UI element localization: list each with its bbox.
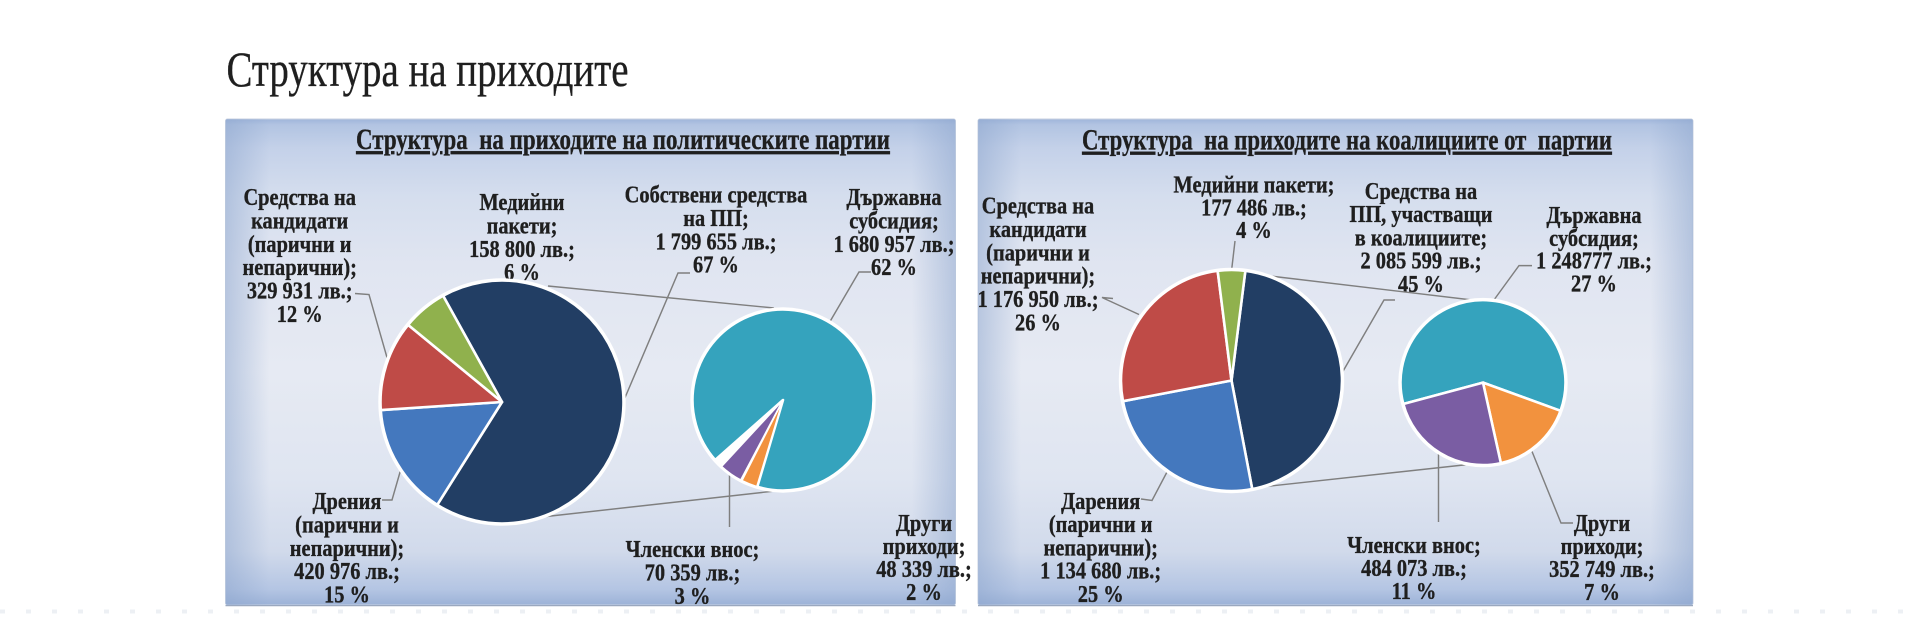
svg-text:Държавна: Държавна: [846, 183, 941, 210]
svg-text:Членски внос;: Членски внос;: [1347, 531, 1481, 558]
svg-text:приходи;: приходи;: [1561, 532, 1644, 559]
svg-text:Други: Други: [1574, 509, 1630, 536]
svg-text:420 976 лв.;: 420 976 лв.;: [294, 558, 400, 585]
svg-text:Членски внос;: Членски внос;: [626, 535, 760, 562]
svg-text:непарични);: непарични);: [290, 534, 404, 561]
svg-text:(парични и: (парични и: [986, 239, 1090, 266]
svg-text:Медийни: Медийни: [479, 188, 564, 215]
svg-text:62 %: 62 %: [871, 254, 917, 281]
svg-text:26 %: 26 %: [1015, 309, 1061, 336]
svg-text:(парични и: (парични и: [1049, 511, 1153, 538]
svg-text:пакети;: пакети;: [487, 212, 558, 239]
svg-text:Структура на приходите на коа: Структура на приходите на коалициите от …: [1082, 124, 1612, 157]
svg-text:в коалициите;: в коалициите;: [1355, 224, 1487, 251]
svg-text:Дарения: Дарения: [1061, 487, 1140, 514]
svg-text:11 %: 11 %: [1392, 577, 1437, 604]
svg-text:1 799 655 лв.;: 1 799 655 лв.;: [655, 228, 776, 255]
svg-text:67 %: 67 %: [693, 251, 739, 278]
svg-text:Структура на приходите на пол: Структура на приходите на политическите …: [356, 123, 890, 156]
svg-text:1 134 680 лв.;: 1 134 680 лв.;: [1040, 557, 1161, 584]
svg-text:329 931 лв.;: 329 931 лв.;: [247, 277, 353, 304]
svg-text:(парични и: (парични и: [295, 511, 399, 538]
svg-text:приходи;: приходи;: [883, 532, 966, 559]
svg-text:непарични);: непарични);: [981, 262, 1095, 289]
svg-text:2 %: 2 %: [906, 578, 942, 605]
svg-text:27 %: 27 %: [1571, 270, 1617, 297]
svg-text:12 %: 12 %: [277, 300, 323, 327]
svg-text:2 085 599 лв.;: 2 085 599 лв.;: [1360, 247, 1481, 274]
svg-text:1 680 957 лв.;: 1 680 957 лв.;: [833, 230, 954, 257]
svg-text:177 486 лв.;: 177 486 лв.;: [1201, 194, 1307, 221]
svg-text:Средства на: Средства на: [1365, 177, 1477, 204]
svg-text:70 359 лв.;: 70 359 лв.;: [645, 559, 741, 586]
svg-text:352 749 лв.;: 352 749 лв.;: [1549, 555, 1655, 582]
svg-text:1 248777 лв.;: 1 248777 лв.;: [1536, 247, 1652, 274]
svg-text:4 %: 4 %: [1236, 217, 1272, 244]
svg-text:на ПП;: на ПП;: [683, 204, 749, 231]
svg-text:Структура на приходите: Структура на приходите: [226, 43, 628, 98]
svg-text:(парични и: (парични и: [248, 230, 352, 257]
svg-text:субсидия;: субсидия;: [849, 207, 939, 234]
svg-text:15 %: 15 %: [324, 581, 370, 608]
svg-text:кандидати: кандидати: [989, 215, 1086, 242]
svg-text:484 073 лв.;: 484 073 лв.;: [1361, 554, 1467, 581]
svg-text:3 %: 3 %: [675, 582, 711, 609]
svg-text:Медийни пакети;: Медийни пакети;: [1174, 171, 1335, 198]
svg-text:субсидия;: субсидия;: [1549, 224, 1639, 251]
svg-text:1 176 950 лв.;: 1 176 950 лв.;: [977, 286, 1098, 313]
svg-text:45 %: 45 %: [1398, 270, 1444, 297]
svg-text:Средства на: Средства на: [982, 192, 1094, 219]
svg-text:Собствени средства: Собствени средства: [625, 181, 808, 208]
svg-text:25 %: 25 %: [1078, 580, 1124, 607]
svg-text:Дрения: Дрения: [313, 487, 382, 514]
svg-text:158 800 лв.;: 158 800 лв.;: [469, 235, 575, 262]
svg-text:48 339 лв.;: 48 339 лв.;: [876, 555, 972, 582]
svg-text:ПП, участващи: ПП, участващи: [1349, 201, 1492, 228]
svg-text:Други: Други: [896, 509, 952, 536]
svg-text:непарични);: непарични);: [1043, 534, 1157, 561]
svg-text:Средства на: Средства на: [243, 183, 355, 210]
svg-text:кандидати: кандидати: [251, 207, 348, 234]
svg-text:непарични);: непарични);: [242, 254, 356, 281]
svg-text:7 %: 7 %: [1584, 578, 1620, 605]
svg-text:Държавна: Държавна: [1546, 201, 1641, 228]
